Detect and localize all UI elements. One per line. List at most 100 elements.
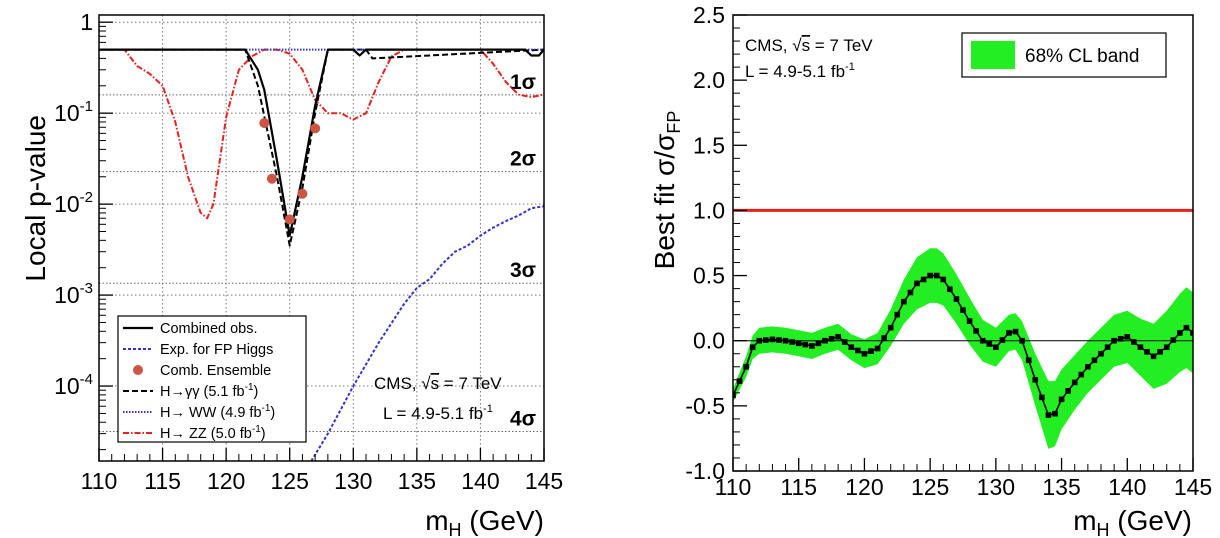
best-fit-marker bbox=[841, 339, 848, 345]
right-y-tick-label: 0.0 bbox=[693, 328, 725, 354]
best-fit-marker bbox=[1190, 330, 1193, 336]
best-fit-marker bbox=[1039, 394, 1045, 401]
best-fit-marker bbox=[1052, 410, 1058, 417]
best-fit-marker bbox=[966, 318, 973, 324]
best-fit-marker bbox=[1078, 371, 1085, 378]
best-fit-marker bbox=[815, 340, 822, 347]
left-x-tick-label: 125 bbox=[271, 468, 309, 494]
left-plot-frame bbox=[98, 14, 545, 462]
left-x-tick-label: 110 bbox=[81, 468, 118, 494]
best-fit-marker bbox=[881, 335, 887, 341]
best-fit-marker bbox=[736, 378, 743, 384]
best-fit-marker bbox=[1091, 357, 1098, 364]
right-plot-frame bbox=[732, 14, 1194, 472]
right-y-tick-label: -0.5 bbox=[685, 393, 725, 419]
best-fit-marker bbox=[1098, 350, 1104, 357]
best-fit-marker bbox=[1012, 328, 1019, 335]
left-y-axis-title: Local p-value bbox=[20, 115, 51, 282]
best-fit-marker bbox=[802, 341, 809, 348]
best-fit-marker bbox=[1177, 330, 1183, 336]
best-fit-marker bbox=[940, 276, 947, 283]
cl68-band bbox=[733, 248, 1193, 449]
best-fit-marker bbox=[782, 337, 789, 344]
right-x-axis-title: mH (GeV) bbox=[1073, 505, 1192, 538]
right-cms-label: CMS, √s = 7 TeV bbox=[745, 36, 873, 55]
right-series-layer bbox=[733, 208, 1193, 418]
best-fit-marker bbox=[848, 344, 855, 351]
best-fit-marker bbox=[1163, 344, 1170, 351]
legend-label-hgg: H→γγ (5.1 fb-1) bbox=[160, 382, 258, 400]
best-fit-marker bbox=[1144, 348, 1150, 355]
best-fit-marker bbox=[1124, 334, 1131, 340]
best-fit-marker bbox=[776, 337, 782, 343]
left-x-axis-title: mH (GeV) bbox=[425, 505, 544, 538]
right-y-tick-label: -1.0 bbox=[685, 458, 725, 484]
best-fit-marker bbox=[1150, 353, 1157, 360]
right-x-tick-label: 125 bbox=[911, 474, 949, 500]
best-fit-marker bbox=[1183, 324, 1190, 331]
series-line-1 bbox=[310, 205, 544, 461]
best-fit-marker bbox=[763, 337, 769, 343]
best-fit-marker bbox=[1137, 344, 1144, 351]
best-fit-marker bbox=[1157, 348, 1163, 355]
best-fit-marker bbox=[1085, 363, 1091, 370]
legend-swatch-comb-ensemble bbox=[133, 365, 143, 375]
best-fit-panel: 110 115 120 125 130 135 140 145 -1.0 -0.5 0.0 0.5 1.… bbox=[649, 2, 1212, 538]
best-fit-marker bbox=[868, 348, 874, 354]
right-x-tick-label: 130 bbox=[977, 474, 1015, 500]
cl68-band-area bbox=[733, 248, 1193, 449]
left-axis-ticks: 110 115 120 125 130 135 140 145 1 10-1 10-2 10-3 10-… bbox=[54, 9, 563, 494]
best-fit-marker bbox=[1032, 377, 1039, 383]
best-fit-marker bbox=[1006, 330, 1012, 336]
right-y-axis-title: Best fit σ/σFP bbox=[649, 111, 684, 270]
left-legend: Combined obs. Exp. for FP Higgs Comb. En… bbox=[117, 315, 307, 443]
best-fit-marker bbox=[887, 324, 894, 331]
left-y-tick-label: 10-3 bbox=[54, 280, 93, 308]
best-fit-marker bbox=[999, 337, 1006, 343]
right-x-tick-label: 135 bbox=[1042, 474, 1080, 500]
left-lumi-label: L = 4.9-5.1 fb-1 bbox=[383, 403, 493, 423]
legend-swatch-cl-band bbox=[971, 41, 1015, 69]
legend-label-cl-band: 68% CL band bbox=[1025, 46, 1139, 67]
best-fit-marker bbox=[789, 339, 795, 345]
right-x-tick-label: 115 bbox=[780, 474, 817, 500]
right-x-tick-label: 140 bbox=[1108, 474, 1146, 500]
left-x-tick-label: 135 bbox=[398, 468, 436, 494]
right-legend: 68% CL band bbox=[961, 32, 1167, 78]
ensemble-point bbox=[297, 188, 308, 199]
best-fit-marker bbox=[986, 341, 993, 347]
best-fit-marker bbox=[1131, 339, 1137, 345]
right-y-tick-label: 0.5 bbox=[693, 263, 725, 289]
legend-label-combined-obs: Combined obs. bbox=[160, 321, 258, 337]
best-fit-marker bbox=[855, 347, 861, 354]
best-fit-marker bbox=[1065, 388, 1071, 394]
best-fit-marker bbox=[1058, 396, 1065, 403]
series-line-5 bbox=[99, 48, 544, 220]
left-y-tick-label: 1 bbox=[80, 9, 93, 35]
right-x-tick-label: 120 bbox=[845, 474, 883, 500]
legend-label-hzz: H→ ZZ (5.0 fb-1) bbox=[160, 424, 266, 442]
right-y-tick-label: 2.5 bbox=[693, 2, 725, 28]
best-fit-marker bbox=[927, 272, 933, 279]
best-fit-marker bbox=[993, 344, 999, 351]
best-fit-marker bbox=[809, 343, 815, 349]
best-fit-marker bbox=[901, 298, 907, 305]
left-x-tick-label: 115 bbox=[144, 468, 181, 494]
right-lumi-label: L = 4.9-5.1 fb-1 bbox=[745, 61, 855, 81]
best-fit-marker bbox=[1104, 344, 1111, 351]
best-fit-marker bbox=[953, 296, 960, 302]
best-fit-marker bbox=[1025, 357, 1032, 364]
left-x-tick-label: 145 bbox=[525, 468, 563, 494]
best-fit-marker bbox=[749, 344, 756, 351]
sigma-label: 3σ bbox=[510, 259, 536, 282]
left-y-tick-label: 10-4 bbox=[54, 371, 93, 399]
best-fit-marker bbox=[1045, 412, 1052, 418]
best-fit-marker bbox=[861, 350, 868, 357]
left-y-tick-label: 10-1 bbox=[54, 98, 93, 126]
best-fit-marker bbox=[733, 392, 736, 399]
best-fit-marker bbox=[1117, 335, 1124, 342]
left-x-tick-label: 120 bbox=[207, 468, 245, 494]
series-line-0 bbox=[99, 48, 544, 237]
best-fit-marker bbox=[920, 276, 927, 283]
right-x-tick-label: 110 bbox=[715, 474, 752, 500]
